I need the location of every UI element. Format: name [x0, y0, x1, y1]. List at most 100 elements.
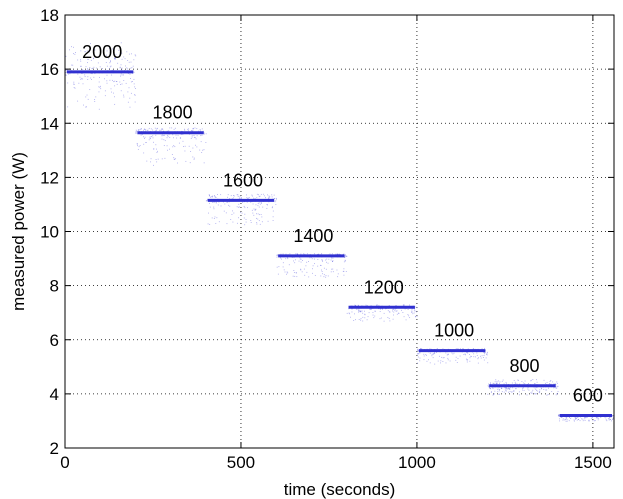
noise-point	[515, 383, 516, 384]
noise-point	[133, 59, 134, 60]
noise-point	[337, 276, 338, 277]
noise-point	[234, 196, 235, 197]
noise-point	[281, 259, 282, 260]
noise-point	[493, 394, 494, 395]
noise-point	[259, 220, 260, 221]
step-labels: 200018001600140012001000800600	[82, 42, 603, 406]
noise-point	[151, 136, 152, 137]
noise-point	[369, 312, 370, 313]
noise-point	[196, 146, 197, 147]
noise-point	[214, 195, 215, 196]
noise-point	[548, 394, 549, 395]
noise-point	[354, 305, 355, 306]
noise-point	[315, 275, 316, 276]
noise-point	[498, 387, 499, 388]
noise-point	[209, 194, 210, 195]
noise-point	[322, 260, 323, 261]
noise-point	[196, 138, 197, 139]
noise-point	[494, 393, 495, 394]
noise-point	[444, 357, 445, 358]
noise-point	[267, 194, 268, 195]
noise-point	[433, 353, 434, 354]
noise-point	[99, 87, 100, 88]
noise-point	[206, 200, 207, 201]
noise-point	[380, 311, 381, 312]
noise-point	[447, 355, 448, 356]
noise-point	[114, 96, 115, 97]
noise-point	[491, 391, 492, 392]
noise-point	[94, 99, 95, 100]
noise-point	[504, 383, 505, 384]
noise-point	[129, 54, 130, 55]
noise-point	[233, 213, 234, 214]
noise-point	[393, 319, 394, 320]
noise-point	[276, 199, 277, 200]
noise-point	[417, 349, 418, 350]
noise-point	[331, 271, 332, 272]
noise-point	[242, 213, 243, 214]
noise-point	[204, 162, 205, 163]
noise-point	[570, 418, 571, 419]
noise-point	[294, 276, 295, 277]
noise-point	[591, 418, 592, 419]
noise-point	[371, 309, 372, 310]
noise-point	[506, 388, 507, 389]
noise-point	[272, 207, 273, 208]
noise-point	[442, 361, 443, 362]
noise-point	[594, 420, 595, 421]
noise-point	[123, 57, 124, 58]
noise-point	[289, 264, 290, 265]
noise-point	[96, 68, 97, 69]
noise-point	[130, 74, 131, 75]
noise-point	[514, 380, 515, 381]
noise-point	[409, 317, 410, 318]
noise-point	[66, 72, 67, 73]
noise-point	[456, 348, 457, 349]
noise-point	[136, 131, 137, 132]
noise-point	[153, 165, 154, 166]
noise-point	[378, 305, 379, 306]
noise-point	[268, 198, 269, 199]
noise-point	[566, 421, 567, 422]
noise-point	[162, 158, 163, 159]
noise-point	[194, 159, 195, 160]
noise-point	[276, 255, 277, 256]
noise-point	[567, 421, 568, 422]
noise-point	[129, 62, 130, 63]
noise-point	[398, 313, 399, 314]
noise-point	[466, 359, 467, 360]
noise-point	[424, 355, 425, 356]
noise-point	[175, 128, 176, 129]
noise-point	[358, 309, 359, 310]
noise-point	[598, 418, 599, 419]
noise-point	[532, 391, 533, 392]
noise-point	[163, 139, 164, 140]
noise-point	[360, 311, 361, 312]
noise-point	[276, 198, 277, 199]
noise-point	[328, 263, 329, 264]
noise-point	[557, 383, 558, 384]
noise-point	[273, 216, 274, 217]
noise-point	[307, 253, 308, 254]
noise-point	[336, 270, 337, 271]
noise-point	[77, 74, 78, 75]
noise-point	[110, 66, 111, 67]
noise-point	[176, 138, 177, 139]
noise-point	[287, 258, 288, 259]
noise-point	[212, 217, 213, 218]
noise-point	[419, 360, 420, 361]
noise-point	[365, 314, 366, 315]
noise-point	[261, 214, 262, 215]
noise-point	[86, 106, 87, 107]
noise-point	[269, 196, 270, 197]
noise-point	[259, 202, 260, 203]
noise-point	[167, 145, 168, 146]
noise-point	[137, 143, 138, 144]
noise-point	[477, 358, 478, 359]
noise-point	[78, 83, 79, 84]
noise-point	[156, 149, 157, 150]
noise-point	[71, 46, 72, 47]
noise-point	[237, 223, 238, 224]
noise-point	[403, 305, 404, 306]
noise-point	[304, 275, 305, 276]
